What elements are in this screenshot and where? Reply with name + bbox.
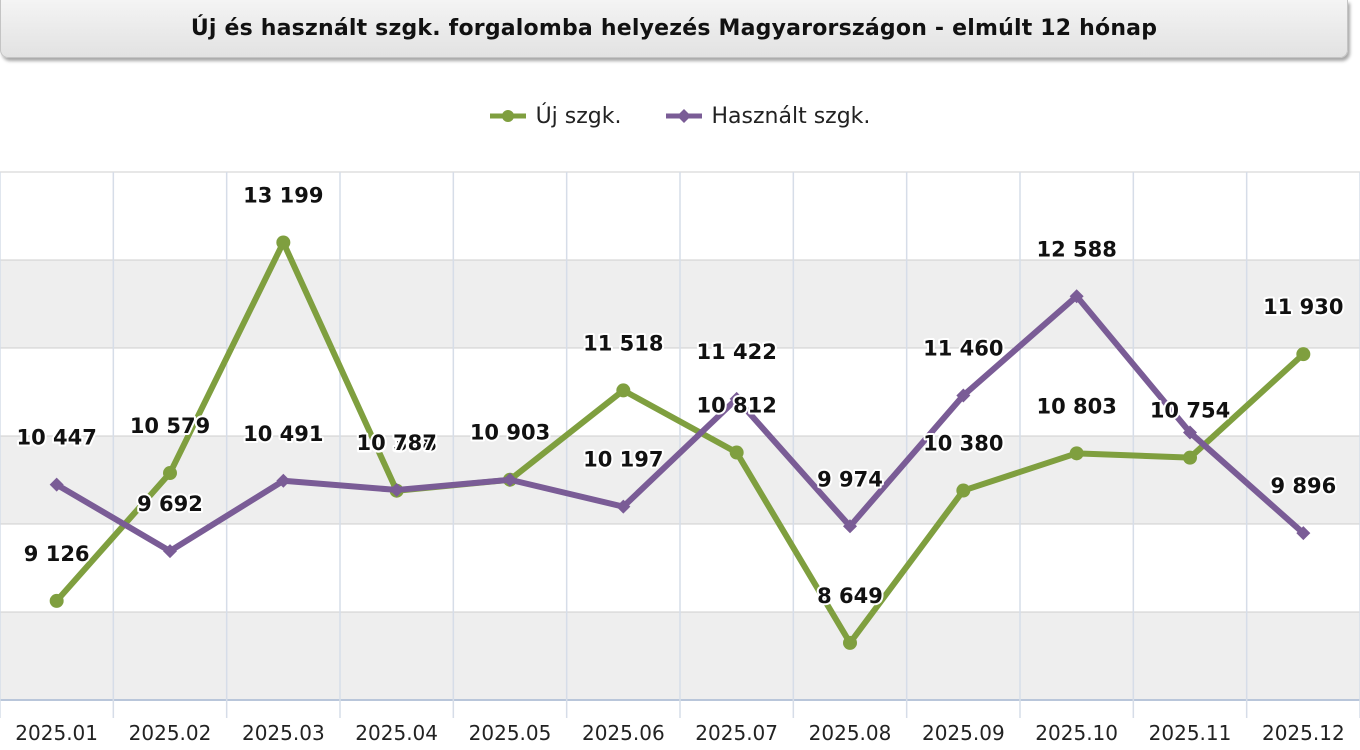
x-tick-label: 2025.05	[469, 721, 552, 745]
legend-label-hasznalt: Használt szgk.	[711, 103, 871, 129]
data-label-1: 11 460	[923, 337, 1003, 361]
data-label-0: 13 199	[243, 183, 323, 207]
data-label-0: 10 378	[356, 432, 436, 456]
data-point-0	[956, 483, 971, 498]
data-label-0: 10 903	[470, 421, 550, 445]
legend-swatch-uj	[489, 110, 526, 122]
data-point-0	[1069, 446, 1084, 461]
data-point-1	[389, 482, 404, 497]
x-tick-label: 2025.02	[129, 721, 212, 745]
legend-swatch-hasznalt	[665, 109, 702, 123]
legend-item-hasznalt[interactable]: Használt szgk.	[665, 103, 871, 129]
data-label-1: 10 491	[243, 422, 323, 446]
x-tick-label: 2025.06	[582, 721, 665, 745]
data-label-1: 10 787	[356, 431, 436, 455]
x-tick-label: 2025.08	[809, 721, 892, 745]
data-label-1: 9 692	[137, 492, 203, 516]
data-point-1	[956, 388, 971, 403]
data-label-0: 10 803	[1036, 394, 1116, 418]
chart-title-bar: Új és használt szgk. forgalomba helyezés…	[0, 0, 1348, 58]
legend-item-uj[interactable]: Új szgk.	[489, 103, 622, 129]
data-label-0: 8 649	[817, 584, 883, 608]
data-label-1: 10 197	[583, 448, 663, 472]
x-tick-label: 2025.11	[1149, 721, 1232, 745]
series-line-1	[55, 293, 1306, 555]
data-point-1	[276, 473, 291, 488]
data-point-0	[49, 593, 64, 608]
data-point-1	[503, 472, 517, 487]
data-point-1	[843, 519, 857, 534]
data-point-1	[1296, 526, 1311, 541]
data-point-0	[843, 635, 857, 650]
data-label-0: 10 812	[696, 394, 776, 418]
x-tick-label: 2025.03	[242, 721, 325, 745]
legend-label-uj: Új szgk.	[535, 103, 622, 129]
data-point-0	[163, 466, 177, 481]
data-point-1	[1069, 289, 1084, 304]
data-point-0	[276, 235, 291, 250]
data-label-1: 12 588	[1036, 237, 1116, 261]
data-point-0	[729, 445, 744, 460]
data-label-0: 11 930	[1263, 295, 1343, 319]
series-line-0	[54, 239, 1306, 646]
data-point-1	[616, 499, 631, 514]
data-point-1	[49, 477, 64, 492]
x-tick-label: 2025.10	[1035, 721, 1118, 745]
x-tick-label: 2025.01	[15, 721, 98, 745]
data-point-0	[1296, 347, 1311, 362]
data-label-0: 10 380	[923, 432, 1003, 456]
chart-title: Új és használt szgk. forgalomba helyezés…	[190, 16, 1158, 41]
legend: Új szgk. Használt szgk.	[0, 96, 1360, 136]
data-label-1: 10 447	[16, 426, 96, 450]
data-label-0: 9 126	[24, 542, 90, 566]
data-label-1: 9 896	[1270, 474, 1336, 498]
x-tick-label: 2025.07	[695, 721, 778, 745]
data-label-0: 10 579	[130, 414, 210, 438]
data-label-1: 9 974	[817, 467, 883, 491]
data-label-0: 11 518	[583, 331, 663, 355]
data-point-0	[616, 383, 631, 398]
x-tick-label: 2025.12	[1262, 721, 1345, 745]
data-point-1	[729, 391, 744, 406]
data-point-0	[1183, 450, 1197, 465]
data-label-0: 10 754	[1150, 399, 1230, 423]
data-point-1	[1183, 425, 1197, 440]
data-label-1: 11 422	[696, 340, 776, 364]
x-tick-label: 2025.04	[355, 721, 438, 745]
data-point-1	[163, 544, 177, 559]
x-tick-label: 2025.09	[922, 721, 1005, 745]
